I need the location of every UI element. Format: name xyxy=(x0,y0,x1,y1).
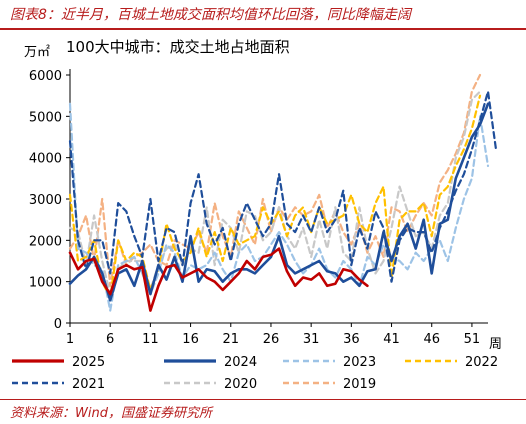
x-tick-label: 46 xyxy=(423,332,440,347)
y-tick-label: 4000 xyxy=(29,152,62,167)
chart-title: 100大中城市：成交土地占地面积 xyxy=(66,38,290,56)
x-axis-label: 周 xyxy=(489,337,502,352)
legend-label-2022: 2022 xyxy=(465,355,498,370)
legend-label-2024: 2024 xyxy=(224,355,257,370)
x-tick-label: 1 xyxy=(66,332,74,347)
x-tick-label: 6 xyxy=(106,332,114,347)
y-tick-label: 5000 xyxy=(29,110,62,125)
legend-label-2023: 2023 xyxy=(343,355,376,370)
legend-label-2021: 2021 xyxy=(72,377,105,392)
series-line-2025 xyxy=(68,247,369,312)
legend-label-2020: 2020 xyxy=(224,377,257,392)
x-tick-label: 26 xyxy=(263,332,280,347)
figure-title: 图表8：近半月，百城土地成交面积均值环比回落，同比降幅走阔 xyxy=(10,7,411,23)
series-line-2024 xyxy=(68,102,490,302)
y-tick-label: 1000 xyxy=(29,276,62,291)
x-tick-label: 51 xyxy=(464,332,481,347)
series-line-2020 xyxy=(68,90,482,296)
source-note: 资料来源：Wind，国盛证券研究所 xyxy=(10,406,212,421)
y-tick-label: 0 xyxy=(54,317,62,332)
x-tick-label: 36 xyxy=(343,332,360,347)
series-line-2022 xyxy=(68,94,482,300)
y-tick-label: 6000 xyxy=(29,69,62,84)
x-tick-label: 31 xyxy=(303,332,320,347)
legend-label-2025: 2025 xyxy=(72,355,105,370)
figure-header: 图表8：近半月，百城土地成交面积均值环比回落，同比降幅走阔 xyxy=(0,0,526,30)
footer-rule xyxy=(0,399,526,400)
legend: 2025 2024 2023 2022 2021 2020 2019 xyxy=(12,355,498,392)
x-tick-label: 41 xyxy=(383,332,400,347)
x-tick-label: 11 xyxy=(142,332,159,347)
legend-label-2019: 2019 xyxy=(343,377,376,392)
x-tick-label: 16 xyxy=(182,332,199,347)
x-tick-label: 21 xyxy=(222,332,239,347)
y-axis-label: 万㎡ xyxy=(24,45,50,60)
y-tick-label: 3000 xyxy=(29,193,62,208)
y-tick-label: 2000 xyxy=(29,234,62,249)
header-rule xyxy=(0,28,526,30)
